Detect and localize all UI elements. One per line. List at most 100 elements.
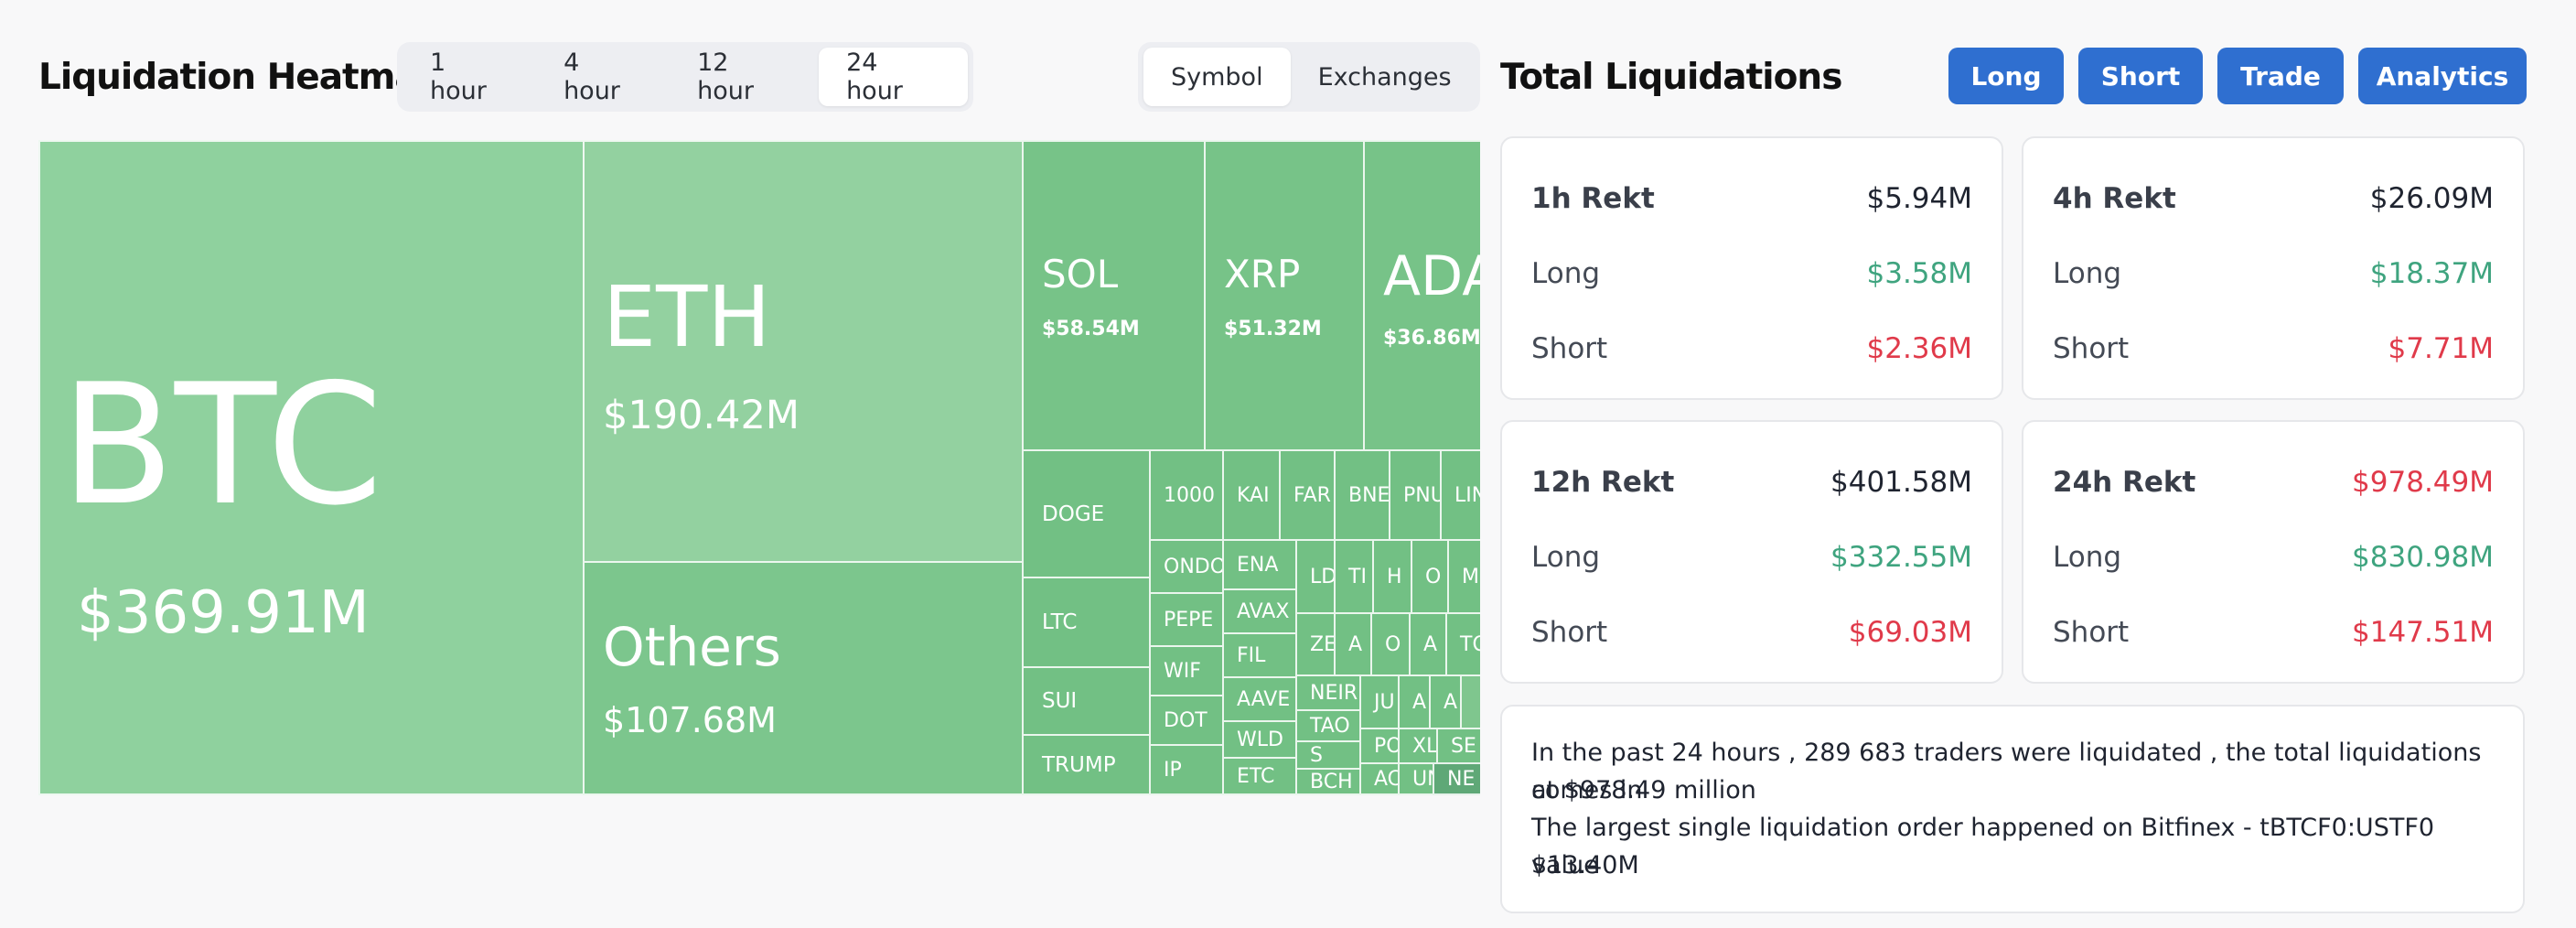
tile-o[interactable]: O [1411,539,1449,614]
short-label: Short [1531,616,1608,649]
summary-line-2: at $978.49 million [1531,776,1756,804]
long-label: Long [1531,257,1601,290]
tile-o2[interactable]: O [1370,612,1411,676]
short-amount: $7.71M [2388,332,2495,365]
tile-avax[interactable]: AVAX [1222,588,1297,634]
tab-4-hour[interactable]: 4 hour [564,49,620,105]
rekt-card-24h: 24h Rekt $978.49M Long $830.98M Short $147.… [2022,420,2525,684]
tile-symbol: ETH [603,268,771,366]
long-label: Long [2053,257,2122,290]
tile-symbol: XRP [1224,252,1301,297]
tab-exchanges[interactable]: Exchanges [1317,62,1452,92]
tile-value: $58.54M [1042,318,1140,340]
tile-ld[interactable]: LD [1295,539,1336,614]
tile-pnu[interactable]: PNU [1389,449,1442,541]
tile-bch[interactable]: BCH [1295,768,1361,795]
tile-value: $369.91M [77,579,370,647]
tile-1000[interactable]: 1000 [1149,449,1224,541]
tile-se[interactable]: SE [1436,728,1480,764]
tile-m[interactable]: M [1447,539,1480,614]
tile-s[interactable]: S [1295,740,1361,770]
tile-symbol: Others [603,616,781,678]
tile-trump[interactable]: TRUMP [1022,734,1151,795]
trade-button[interactable]: Trade [2217,48,2344,104]
long-amount: $830.98M [2352,541,2494,574]
tile-ondo[interactable]: ONDO [1149,539,1224,594]
short-label: Short [2053,616,2130,649]
tile-sol[interactable]: SOL $58.54M [1022,140,1206,451]
tile-symbol: BTC [60,348,383,542]
tile-xrp[interactable]: XRP $51.32M [1204,140,1365,451]
tile-sui[interactable]: SUI [1022,666,1151,736]
tile-btc[interactable]: BTC $369.91M [38,140,585,795]
tab-12-hour[interactable]: 12 hour [697,49,754,105]
tile-h[interactable]: H [1372,539,1412,614]
summary-line-1: In the past 24 hours , 289 683 traders w… [1531,739,2482,804]
tile-doge[interactable]: DOGE [1022,449,1151,578]
tile-bne[interactable]: BNE [1334,449,1390,541]
tile-value: $107.68M [603,700,777,740]
short-amount: $147.51M [2352,616,2494,649]
long-label: Long [2053,541,2122,574]
tile-un[interactable]: UN [1398,762,1434,795]
card-total: $5.94M [1866,182,1973,215]
tile-ze[interactable]: ZE [1295,612,1336,676]
tile-a[interactable]: A [1334,612,1372,676]
tile-ltc[interactable]: LTC [1022,577,1151,668]
tile-tao[interactable]: TAO [1295,709,1361,742]
rekt-card-12h: 12h Rekt $401.58M Long $332.55M Short $69.0… [1500,420,2003,684]
summary-line-4: $13.40M [1531,851,1639,879]
summary-line-3: The largest single liquidation order hap… [1531,814,2435,879]
short-amount: $69.03M [1848,616,1972,649]
tile-ne[interactable]: NE [1433,762,1480,795]
tile-far[interactable]: FAR [1279,449,1336,541]
tile-a3[interactable]: A [1398,674,1431,729]
tab-1-hour[interactable]: 1 hour [430,49,487,105]
card-label: 4h Rekt [2053,182,2176,215]
tile-ju[interactable]: JU [1359,674,1400,729]
tile-neir[interactable]: NEIR [1295,674,1361,711]
tile-aave[interactable]: AAVE [1222,676,1297,722]
tile-dot[interactable]: DOT [1149,695,1224,746]
tile-a4[interactable]: A [1429,674,1462,729]
short-button[interactable]: Short [2078,48,2203,104]
short-label: Short [2053,332,2130,365]
short-amount: $2.36M [1866,332,1973,365]
tile-po[interactable]: PO [1359,728,1400,764]
long-button[interactable]: Long [1948,48,2064,104]
long-label: Long [1531,541,1601,574]
tile-a2[interactable]: A [1409,612,1447,676]
tile-lin[interactable]: LIN [1440,449,1480,541]
liquidation-heatmap: BTC $369.91M ETH $190.42M Others $107.68… [38,140,1480,795]
tile-wif[interactable]: WIF [1149,645,1224,696]
tile-xl[interactable]: XL [1398,728,1438,764]
tile-symbol: SOL [1042,252,1119,297]
tile-ac[interactable]: AC [1359,762,1400,795]
tab-symbol[interactable]: Symbol [1143,48,1291,106]
tile-value: $36.86M [1383,327,1480,350]
tile-kai[interactable]: KAI [1222,449,1281,541]
card-total: $26.09M [2369,182,2494,215]
tile-ip[interactable]: IP [1149,744,1224,795]
tile-etc[interactable]: ETC [1222,757,1297,795]
heatmap-title: Liquidation Heatmap [38,57,444,98]
card-total: $401.58M [1830,466,1972,499]
card-label: 1h Rekt [1531,182,1655,215]
total-liquidations-title: Total Liquidations [1500,57,1842,98]
liquidation-summary: In the past 24 hours , 289 683 traders w… [1500,705,2525,913]
tile-wld[interactable]: WLD [1222,720,1297,759]
tile-ena[interactable]: ENA [1222,539,1297,590]
tile-fil[interactable]: FIL [1222,632,1297,678]
tile-others[interactable]: Others $107.68M [583,561,1024,795]
tile-ti[interactable]: TI [1334,539,1374,614]
analytics-button[interactable]: Analytics [2358,48,2527,104]
tile-eth[interactable]: ETH $190.42M [583,140,1024,563]
card-total: $978.49M [2352,466,2494,499]
tab-24-hour[interactable]: 24 hour [819,48,968,106]
tile-pepe[interactable]: PEPE [1149,592,1224,647]
view-tabs: Symbol Exchanges [1138,42,1480,112]
tile-ada[interactable]: ADA $36.86M [1363,140,1480,451]
tile-to[interactable]: TO [1445,612,1480,676]
short-label: Short [1531,332,1608,365]
long-amount: $3.58M [1866,257,1973,290]
